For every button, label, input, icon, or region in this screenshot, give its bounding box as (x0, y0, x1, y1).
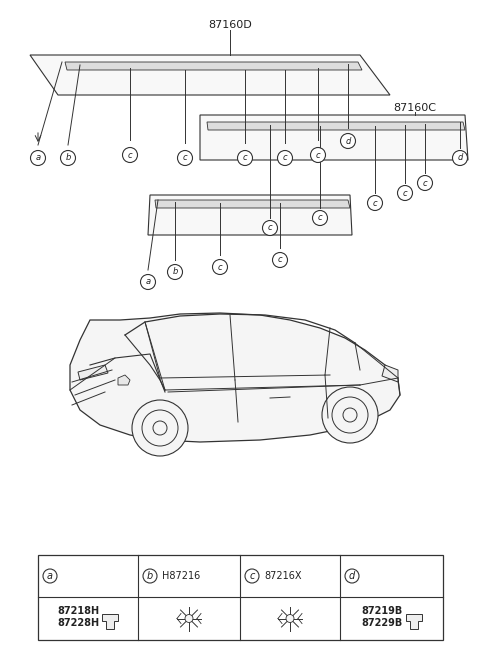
Text: c: c (316, 150, 320, 159)
Circle shape (453, 150, 468, 165)
Polygon shape (406, 613, 421, 628)
Polygon shape (382, 365, 398, 382)
Circle shape (31, 150, 46, 165)
Circle shape (263, 220, 277, 236)
Polygon shape (30, 55, 390, 95)
Text: c: c (183, 154, 187, 163)
Text: 87160C: 87160C (394, 103, 436, 113)
Circle shape (418, 176, 432, 190)
Text: a: a (36, 154, 41, 163)
Text: b: b (65, 154, 71, 163)
Bar (38, 555, 443, 640)
Circle shape (60, 150, 75, 165)
Circle shape (312, 211, 327, 226)
Text: d: d (349, 571, 355, 581)
Circle shape (168, 264, 182, 279)
Circle shape (213, 260, 228, 274)
Text: b: b (172, 268, 178, 276)
Circle shape (277, 150, 292, 165)
Circle shape (322, 387, 378, 443)
Text: a: a (47, 571, 53, 581)
Polygon shape (200, 115, 468, 160)
Circle shape (273, 253, 288, 268)
Text: a: a (145, 277, 151, 287)
Text: 87216X: 87216X (264, 571, 301, 581)
Circle shape (286, 615, 294, 623)
Text: c: c (423, 178, 427, 188)
Text: c: c (372, 199, 377, 207)
Circle shape (122, 148, 137, 163)
Circle shape (345, 569, 359, 583)
Text: 87228H: 87228H (57, 617, 99, 628)
Polygon shape (70, 313, 400, 442)
Text: 87160D: 87160D (208, 20, 252, 30)
Text: c: c (243, 154, 247, 163)
Text: d: d (457, 154, 463, 163)
Text: c: c (278, 255, 282, 264)
Polygon shape (65, 62, 362, 70)
Circle shape (397, 186, 412, 201)
Text: c: c (128, 150, 132, 159)
Circle shape (340, 134, 356, 148)
Text: c: c (249, 571, 255, 581)
Circle shape (178, 150, 192, 165)
Polygon shape (155, 200, 350, 208)
Text: H87216: H87216 (162, 571, 200, 581)
Text: c: c (268, 224, 272, 232)
Text: 87218H: 87218H (57, 605, 99, 615)
Circle shape (185, 615, 193, 623)
Text: c: c (283, 154, 288, 163)
Polygon shape (102, 613, 118, 628)
Polygon shape (148, 195, 352, 235)
Polygon shape (207, 122, 465, 130)
Polygon shape (78, 365, 108, 380)
Circle shape (132, 400, 188, 456)
Circle shape (141, 274, 156, 289)
Text: c: c (318, 213, 322, 222)
Circle shape (143, 569, 157, 583)
Circle shape (368, 195, 383, 211)
Text: c: c (218, 262, 222, 272)
Text: 87229B: 87229B (361, 617, 402, 628)
Text: c: c (403, 188, 408, 197)
Text: b: b (147, 571, 153, 581)
Circle shape (311, 148, 325, 163)
Circle shape (43, 569, 57, 583)
Circle shape (238, 150, 252, 165)
Polygon shape (118, 375, 130, 385)
Circle shape (245, 569, 259, 583)
Text: 87219B: 87219B (361, 605, 402, 615)
Text: d: d (345, 136, 351, 146)
